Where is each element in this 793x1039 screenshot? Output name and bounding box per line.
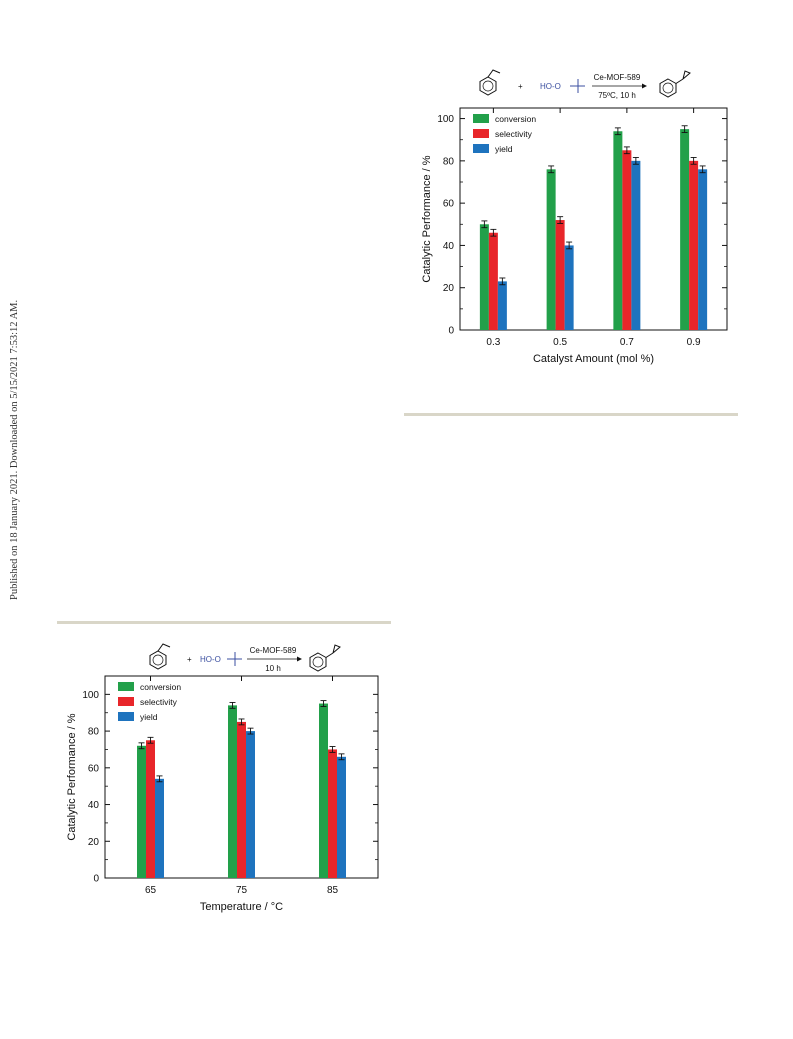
legend-swatch-yield bbox=[473, 144, 489, 153]
bar-conversion bbox=[137, 745, 146, 878]
download-note: Published on 18 January 2021. Downloaded… bbox=[6, 300, 20, 600]
legend-swatch-selectivity bbox=[473, 129, 489, 138]
reaction-arrowhead bbox=[297, 656, 302, 662]
styrene-structure bbox=[479, 69, 501, 96]
plus-sign: + bbox=[518, 82, 523, 91]
bar-conversion bbox=[228, 705, 237, 878]
bar-conversion bbox=[613, 131, 623, 330]
temperature-chart: + HO-O Ce-MOF-589 10 h 0 20 40 60 80 100 65 75 8… bbox=[55, 638, 395, 913]
legend-label-selectivity: selectivity bbox=[140, 697, 178, 707]
styrene-structure bbox=[149, 643, 171, 670]
catalyst-label: Ce-MOF-589 bbox=[250, 646, 297, 655]
reaction-arrowhead bbox=[642, 83, 647, 89]
legend-label-yield: yield bbox=[495, 144, 513, 154]
legend-label-conversion: conversion bbox=[140, 682, 181, 692]
styrene-oxide-structure bbox=[309, 644, 341, 672]
legend-swatch-conversion bbox=[473, 114, 489, 123]
catalyst-label: Ce-MOF-589 bbox=[594, 73, 641, 82]
x-tick-label: 0.9 bbox=[687, 337, 701, 348]
legend-swatch-conversion bbox=[118, 682, 134, 691]
catalyst-amount-chart-svg: + HO-O Ce-MOF-589 75ºC, 10 h 0 20 40 60 80 10… bbox=[421, 69, 728, 365]
conditions-label: 75ºC, 10 h bbox=[598, 91, 636, 100]
y-tick-label: 40 bbox=[443, 241, 455, 252]
x-axis-label: Temperature / °C bbox=[200, 901, 283, 913]
top-right-divider bbox=[404, 413, 738, 416]
x-tick-label: 0.3 bbox=[486, 337, 500, 348]
y-tick-label: 60 bbox=[88, 763, 100, 774]
bottom-left-divider bbox=[57, 621, 391, 624]
chart2-plot: 0 20 40 60 80 100 65 75 85 conversion selectivity y… bbox=[66, 675, 379, 913]
bar-yield bbox=[155, 778, 164, 878]
legend-label-selectivity: selectivity bbox=[495, 129, 533, 139]
y-axis-label: Catalytic Performance / % bbox=[421, 155, 433, 282]
bar-yield bbox=[337, 756, 346, 878]
x-tick-label: 75 bbox=[236, 885, 248, 896]
y-tick-label: 100 bbox=[437, 114, 454, 125]
bar-selectivity bbox=[689, 160, 699, 330]
legend-swatch-selectivity bbox=[118, 697, 134, 706]
x-tick-label: 0.7 bbox=[620, 337, 634, 348]
y-tick-label: 40 bbox=[88, 800, 100, 811]
styrene-oxide-structure bbox=[659, 70, 691, 98]
x-axis-label: Catalyst Amount (mol %) bbox=[533, 353, 654, 365]
bar-yield bbox=[698, 169, 708, 330]
bar-yield bbox=[564, 245, 574, 330]
bar-selectivity bbox=[622, 150, 632, 330]
temperature-chart-svg: + HO-O Ce-MOF-589 10 h 0 20 40 60 80 100 65 75 8… bbox=[66, 643, 379, 913]
plus-sign: + bbox=[187, 655, 192, 664]
y-tick-label: 20 bbox=[443, 283, 455, 294]
tert-butyl-structure bbox=[227, 652, 242, 666]
tbhp-label: HO-O bbox=[200, 655, 221, 664]
legend-label-yield: yield bbox=[140, 712, 158, 722]
chart1-plot: 0 20 40 60 80 100 0.3 0.5 0.7 0.9 conversion select… bbox=[421, 107, 728, 365]
y-tick-label: 60 bbox=[443, 199, 455, 210]
tbhp-label: HO-O bbox=[540, 82, 561, 91]
bar-conversion bbox=[479, 224, 489, 330]
bar-selectivity bbox=[237, 721, 246, 878]
tert-butyl-structure bbox=[570, 79, 585, 93]
conditions-label: 10 h bbox=[265, 664, 281, 673]
legend-label-conversion: conversion bbox=[495, 114, 536, 124]
x-tick-label: 0.5 bbox=[553, 337, 567, 348]
bar-conversion bbox=[680, 129, 690, 330]
bar-selectivity bbox=[328, 749, 337, 878]
reaction-scheme: + HO-O Ce-MOF-589 10 h bbox=[149, 643, 341, 673]
reaction-scheme: + HO-O Ce-MOF-589 75ºC, 10 h bbox=[479, 69, 691, 100]
download-note-text: Published on 18 January 2021. Downloaded… bbox=[9, 300, 20, 600]
bar-selectivity bbox=[555, 220, 565, 330]
bar-selectivity bbox=[488, 232, 498, 330]
x-tick-label: 65 bbox=[145, 885, 157, 896]
bar-conversion bbox=[546, 169, 556, 330]
bar-yield bbox=[246, 731, 255, 878]
bar-conversion bbox=[319, 703, 328, 878]
plot-frame bbox=[459, 107, 728, 331]
bar-yield bbox=[497, 281, 507, 330]
y-tick-label: 80 bbox=[443, 156, 455, 167]
y-tick-label: 80 bbox=[88, 727, 100, 738]
x-tick-label: 85 bbox=[327, 885, 339, 896]
bar-selectivity bbox=[146, 740, 155, 878]
bar-yield bbox=[631, 160, 641, 330]
y-tick-label: 100 bbox=[82, 690, 99, 701]
legend-swatch-yield bbox=[118, 712, 134, 721]
y-tick-label: 20 bbox=[88, 837, 100, 848]
y-tick-label: 0 bbox=[448, 326, 454, 337]
catalyst-amount-chart: + HO-O Ce-MOF-589 75ºC, 10 h 0 20 40 60 80 10… bbox=[400, 58, 740, 370]
y-tick-label: 0 bbox=[93, 874, 99, 885]
y-axis-label: Catalytic Performance / % bbox=[66, 713, 78, 840]
